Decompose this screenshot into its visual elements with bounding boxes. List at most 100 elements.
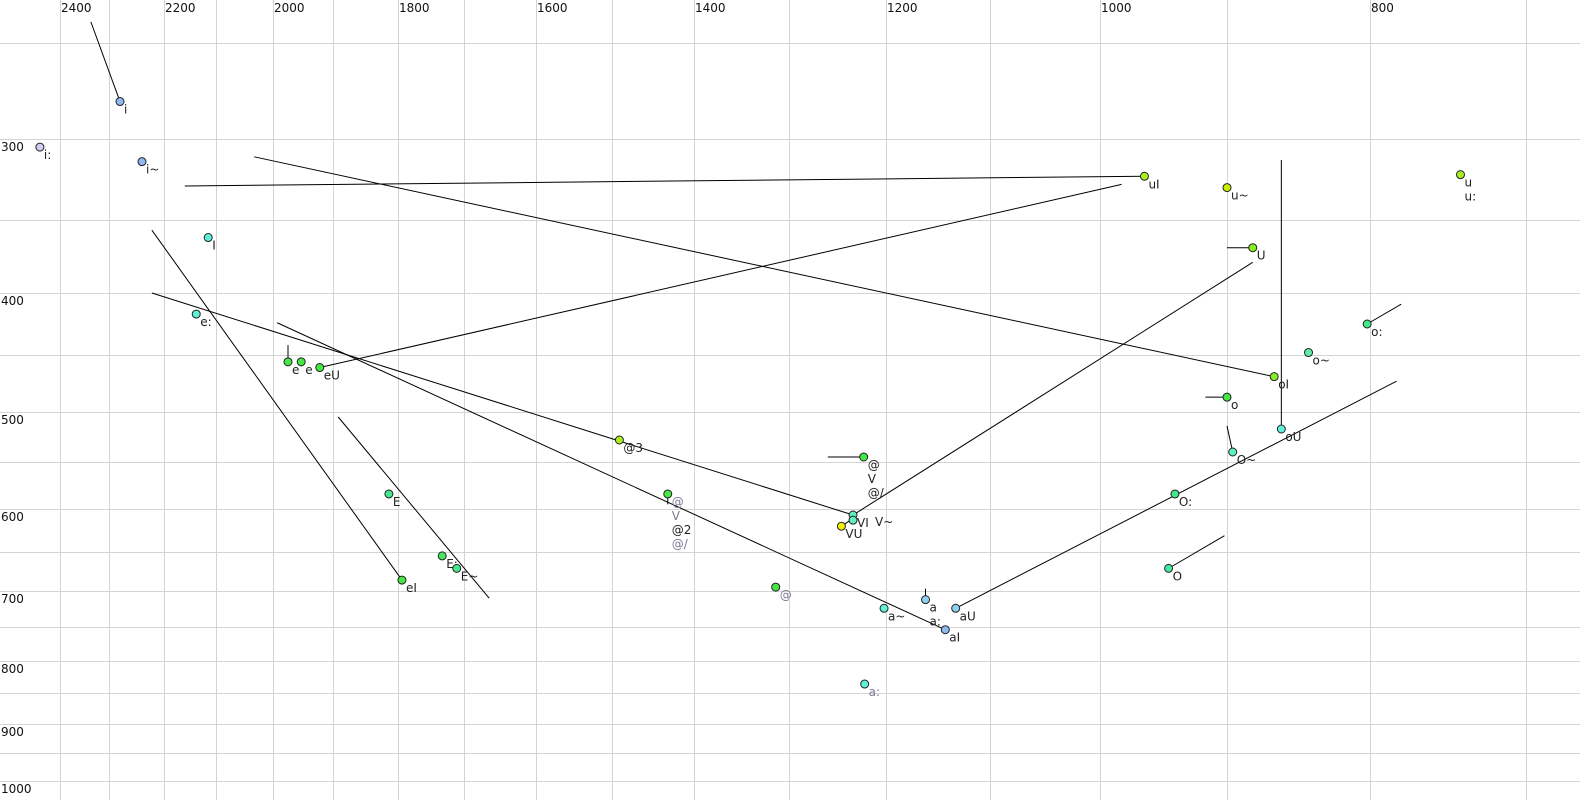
- trajectory-line: [90, 21, 121, 102]
- vowel-point[interactable]: [1248, 243, 1258, 253]
- vowel-label: @/: [672, 537, 689, 551]
- vowel-point[interactable]: [921, 595, 931, 605]
- vowel-label: a: [930, 601, 937, 615]
- y-tick-label: 600: [1, 510, 24, 524]
- vowel-label: E~: [461, 569, 479, 583]
- vowel-label: E: [393, 495, 401, 509]
- vowel-point[interactable]: [1170, 489, 1180, 499]
- vowel-label: a:: [869, 685, 880, 699]
- vowel-point[interactable]: [879, 603, 889, 613]
- vowel-label: @: [868, 458, 880, 472]
- vowel-point[interactable]: [1222, 392, 1232, 402]
- vowel-point[interactable]: [1139, 171, 1149, 181]
- vowel-label: i: [124, 103, 127, 117]
- vowel-label: e: [305, 363, 312, 377]
- vowel-point[interactable]: [1362, 319, 1372, 329]
- vowel-point[interactable]: [940, 625, 950, 635]
- vowel-point[interactable]: [859, 452, 869, 462]
- vowel-label: O~: [1237, 453, 1257, 467]
- vowel-point[interactable]: [283, 357, 293, 367]
- vowel-point[interactable]: [1164, 563, 1174, 573]
- vowel-label: o:: [1371, 325, 1382, 339]
- vowel-point[interactable]: [771, 582, 781, 592]
- x-tick-label: 2000: [274, 1, 305, 15]
- vowel-label: u:: [1464, 190, 1476, 204]
- y-tick-label: 700: [1, 592, 24, 606]
- vowel-point[interactable]: [384, 489, 394, 499]
- vowel-label: @3: [623, 441, 643, 455]
- x-tick-label: 2200: [165, 1, 196, 15]
- vowel-label: VU: [845, 527, 862, 541]
- vowel-label: U: [1257, 249, 1266, 263]
- vowel-point[interactable]: [315, 363, 325, 373]
- vowel-point[interactable]: [437, 551, 447, 561]
- vowel-point[interactable]: [115, 97, 125, 107]
- vowel-point[interactable]: [836, 521, 846, 531]
- y-tick-label: 400: [1, 294, 24, 308]
- vowel-point[interactable]: [35, 142, 45, 152]
- vowel-label: a:: [930, 615, 941, 629]
- vowel-label: V: [868, 472, 877, 486]
- vowel-point[interactable]: [452, 563, 462, 573]
- vowel-label: V~: [875, 515, 893, 529]
- vowel-label: oU: [1285, 430, 1301, 444]
- vowel-label: @: [780, 588, 792, 602]
- vowel-point[interactable]: [203, 233, 213, 243]
- vowel-point[interactable]: [951, 603, 961, 613]
- vowel-point[interactable]: [1276, 424, 1286, 434]
- vowel-label: @/: [868, 486, 885, 500]
- vowel-label: u~: [1231, 189, 1249, 203]
- axis-ticks: 2400 2200 2000 1800 1600 1400 1200 1000 800 300 40…: [1, 1, 1394, 796]
- vowel-point[interactable]: [663, 489, 673, 499]
- trajectory-line: [1366, 303, 1402, 325]
- vowel-point[interactable]: [848, 515, 858, 525]
- vowel-label: eU: [324, 369, 340, 383]
- vowel-point[interactable]: [296, 357, 306, 367]
- vowel-point[interactable]: [1222, 183, 1232, 193]
- vowel-label: aU: [960, 609, 976, 623]
- trajectory-line: [151, 292, 854, 516]
- vowel-label: o: [1231, 398, 1238, 412]
- vowel-point[interactable]: [614, 435, 624, 445]
- vowel-point[interactable]: [191, 309, 201, 319]
- vowel-label: O:: [1179, 495, 1192, 509]
- vowel-point[interactable]: [1269, 372, 1279, 382]
- trajectory-line: [852, 261, 1254, 516]
- trajectory-line: [1168, 535, 1225, 569]
- x-tick-label: 800: [1371, 1, 1394, 15]
- x-tick-label: 1000: [1101, 1, 1132, 15]
- y-tick-label: 800: [1, 662, 24, 676]
- vowel-point[interactable]: [1455, 170, 1465, 180]
- trajectory-line: [337, 416, 490, 599]
- vowel-label: oI: [1278, 378, 1289, 392]
- vowel-point[interactable]: [1228, 447, 1238, 457]
- vowel-label: @: [672, 495, 684, 509]
- y-tick-label: 900: [1, 725, 24, 739]
- trajectory-line: [151, 229, 403, 581]
- y-tick-label: 1000: [1, 782, 32, 796]
- points: ii:i~Ie:e e eU@3@V@/@V@2@/VI V~VU@a~aa: aUaI…: [35, 97, 1476, 699]
- trajectory-line: [254, 156, 1275, 378]
- trajectory-line: [319, 183, 1122, 369]
- vowel-point[interactable]: [860, 679, 870, 689]
- vowel-point[interactable]: [1304, 348, 1314, 358]
- vowel-label: V: [672, 509, 681, 523]
- vowel-label: eI: [406, 581, 417, 595]
- y-tick-label: 300: [1, 140, 24, 154]
- vowel-label: I: [212, 239, 216, 253]
- vowel-label: i:: [44, 148, 51, 162]
- y-tick-label: 500: [1, 413, 24, 427]
- vowel-label: o~: [1313, 354, 1330, 368]
- vowel-label: uI: [1148, 177, 1159, 191]
- vowel-label: i~: [146, 163, 159, 177]
- vowel-point[interactable]: [397, 575, 407, 585]
- vowel-label: e:: [200, 315, 211, 329]
- vowel-label: u: [1464, 176, 1472, 190]
- x-tick-label: 2400: [61, 1, 92, 15]
- vowel-label: VI: [857, 516, 869, 530]
- vowel-label: O: [1173, 569, 1182, 583]
- x-tick-label: 1400: [695, 1, 726, 15]
- vowel-point[interactable]: [137, 157, 147, 167]
